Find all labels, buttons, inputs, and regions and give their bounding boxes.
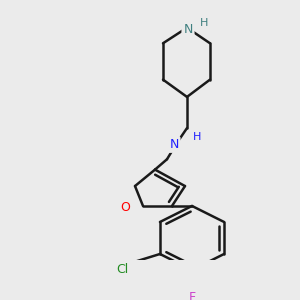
- Text: H: H: [193, 132, 201, 142]
- Text: Cl: Cl: [116, 263, 128, 276]
- Text: N: N: [169, 138, 179, 151]
- Text: N: N: [183, 23, 193, 36]
- Text: O: O: [120, 201, 130, 214]
- Text: F: F: [188, 291, 196, 300]
- Text: H: H: [200, 17, 208, 28]
